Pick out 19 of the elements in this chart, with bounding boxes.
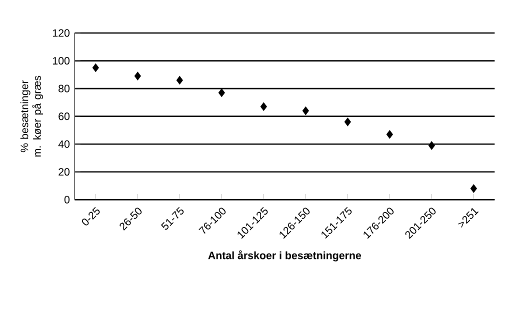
point [344, 118, 351, 126]
point [386, 130, 393, 139]
y-tick-label: 120 [52, 29, 70, 37]
point [260, 102, 267, 111]
y-axis-title: % besætninger m. køer på græs [20, 76, 44, 157]
point [92, 63, 99, 72]
y-tick-label: 0 [64, 196, 70, 204]
x-axis-title: Antal årskoer i besætningerne [208, 250, 362, 262]
point [428, 141, 435, 150]
point [470, 184, 477, 193]
y-tick-label: 100 [52, 57, 70, 65]
point [302, 106, 309, 116]
y-tick-label: 60 [58, 112, 70, 120]
point [134, 72, 141, 80]
y-tick-label: 40 [58, 140, 70, 148]
y-tick-label: 20 [58, 168, 70, 176]
y-tick-label: 80 [58, 84, 70, 92]
point [176, 76, 183, 84]
point [218, 88, 225, 97]
